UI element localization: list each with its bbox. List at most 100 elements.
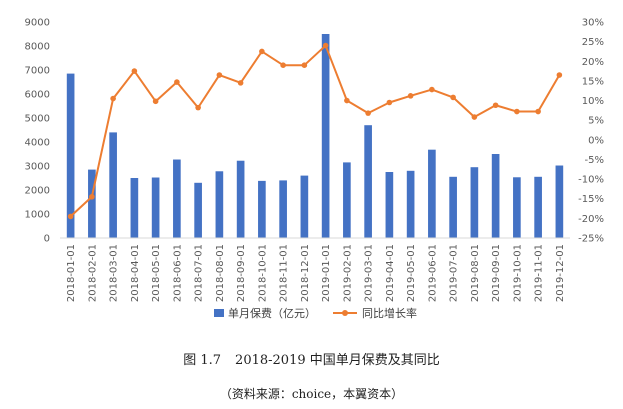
right-axis-tick-label: -25% [578, 234, 604, 245]
left-axis-tick-label: 6000 [25, 90, 50, 101]
line-point [237, 80, 244, 86]
x-axis-tick-label: 2019-07-01 [449, 244, 460, 302]
bar [215, 171, 224, 238]
line-point [322, 42, 329, 49]
bar [428, 149, 436, 238]
right-axis-tick-label: 15% [582, 76, 604, 87]
line-point [535, 108, 541, 115]
x-axis-tick-label: 2018-02-01 [87, 244, 98, 302]
x-axis-tick-label: 2019-01-01 [321, 244, 332, 302]
right-axis-tick-label: 20% [582, 57, 604, 68]
legend-label-bar: 单月保费（亿元） [228, 306, 316, 320]
bar [406, 170, 415, 238]
figure-number: 图 1.7 [183, 353, 222, 368]
line-point [152, 98, 159, 105]
line-point [280, 62, 286, 68]
x-axis-ticks: 2018-01-01 2018-02-01 2018-03-01 2018-04-01… [66, 244, 566, 302]
line-point [471, 114, 478, 120]
x-axis-tick-label: 2019-02-01 [342, 244, 353, 302]
line-point [514, 108, 520, 115]
bar [321, 34, 330, 238]
x-axis-tick-label: 2019-11-01 [534, 244, 545, 302]
right-axis-tick-label: -15% [578, 194, 604, 205]
x-axis-tick-label: 2018-03-01 [109, 244, 120, 302]
bar [279, 180, 287, 238]
x-axis-tick-label: 2019-06-01 [427, 244, 438, 302]
line-point [89, 193, 95, 200]
x-axis-tick-label: 2019-09-01 [491, 244, 502, 302]
right-axis-tick-label: 30% [582, 18, 604, 29]
line-point [110, 95, 116, 102]
line-point [344, 97, 350, 104]
figure-caption: 图 1.7 2018-2019 中国单月保费及其同比 [0, 349, 623, 368]
line-point [386, 99, 393, 106]
line-point [556, 72, 563, 78]
bar [491, 154, 500, 238]
bar-series [66, 34, 564, 238]
x-axis-tick-label: 2019-04-01 [385, 244, 396, 302]
line-point [301, 62, 308, 68]
chart: 0 1000 2000 3000 4000 5000 6000 7000 8000 9000 -2… [25, 18, 604, 321]
line-series [67, 42, 563, 220]
legend: 单月保费（亿元） 同比增长率 [214, 306, 417, 320]
x-axis-tick-label: 2018-10-01 [257, 244, 268, 302]
left-axis-tick-label: 7000 [25, 66, 50, 77]
left-axis-tick-label: 4000 [25, 138, 50, 149]
bar [364, 125, 372, 238]
x-axis-tick-label: 2018-07-01 [194, 244, 205, 302]
x-axis-tick-label: 2018-04-01 [130, 244, 141, 302]
line-point [67, 213, 74, 220]
bar [513, 177, 521, 238]
figure-title: 2018-2019 中国单月保费及其同比 [235, 353, 440, 368]
left-axis-tick-label: 5000 [25, 114, 50, 125]
legend-swatch-bar [214, 309, 224, 317]
x-axis-tick-label: 2018-06-01 [172, 244, 183, 302]
x-axis-tick-label: 2018-08-01 [215, 244, 226, 302]
figure-source: （资料来源：choice，本翼资本） [219, 387, 404, 401]
x-axis-tick-label: 2018-11-01 [279, 244, 290, 302]
x-axis-tick-label: 2019-10-01 [512, 244, 523, 302]
line-point [195, 104, 201, 111]
right-axis-tick-label: -20% [578, 214, 604, 225]
bar [449, 176, 457, 238]
left-axis-tick-label: 8000 [25, 42, 50, 53]
x-axis-tick-label: 2019-03-01 [364, 244, 375, 302]
bar [555, 165, 564, 238]
bar [66, 73, 75, 238]
x-axis-tick-label: 2018-01-01 [66, 244, 77, 302]
x-axis-tick-label: 2019-05-01 [406, 244, 417, 302]
left-axis-tick-label: 1000 [25, 210, 50, 221]
bar [385, 172, 394, 238]
legend-swatch-marker [342, 310, 348, 316]
bar [300, 175, 309, 238]
x-axis-tick-label: 2018-09-01 [236, 244, 247, 302]
bar [130, 178, 139, 238]
x-axis-tick-label: 2018-05-01 [151, 244, 162, 302]
x-axis-tick-label: 2018-12-01 [300, 244, 311, 302]
left-axis-tick-label: 9000 [25, 18, 50, 29]
bar [151, 177, 160, 238]
growth-line [69, 44, 561, 218]
line-point [131, 68, 138, 74]
bar [534, 176, 542, 238]
bar [109, 132, 117, 238]
bar [258, 180, 266, 238]
bar [88, 169, 96, 238]
line-point [429, 86, 435, 93]
legend-label-line: 同比增长率 [362, 306, 417, 320]
bar [343, 162, 351, 238]
right-axis-ticks: -25% -20% -15% -10% -5% 0% 5% 10% 15% 20% 25% 30% [578, 18, 604, 245]
left-axis-tick-label: 3000 [25, 162, 50, 173]
left-axis-ticks: 0 1000 2000 3000 4000 5000 6000 7000 8000 9000 [25, 18, 50, 245]
right-axis-tick-label: -10% [578, 175, 604, 186]
left-axis-tick-label: 0 [44, 234, 50, 245]
bar [173, 159, 181, 238]
line-point [407, 93, 414, 99]
line-point [174, 79, 180, 85]
right-axis-tick-label: 5% [588, 116, 604, 127]
line-point [450, 94, 456, 101]
right-axis-tick-label: 25% [582, 37, 604, 48]
line-point [492, 102, 499, 109]
right-axis-tick-label: 0% [588, 135, 604, 146]
x-axis-tick-label: 2019-12-01 [555, 244, 566, 302]
